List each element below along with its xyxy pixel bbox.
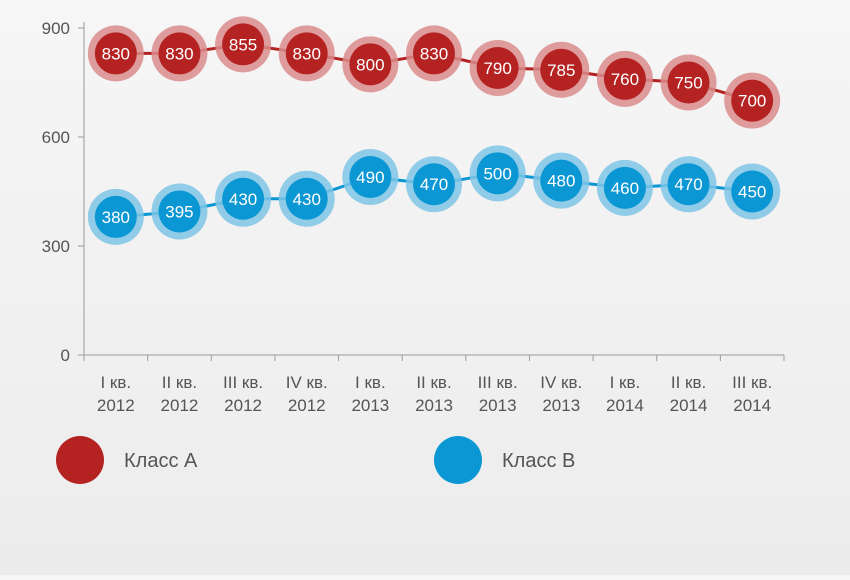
y-tick-label: 900: [42, 19, 70, 38]
data-point: 790: [469, 39, 526, 96]
data-point-marker: [667, 61, 710, 104]
data-point-marker: [476, 152, 519, 195]
data-point-marker: [285, 177, 328, 220]
series-1: 830 830 855 830 800 830 790 785 760 750 700: [87, 16, 781, 129]
data-point: 395: [151, 183, 208, 240]
y-axis-ticks: 0 300 600 900: [42, 19, 84, 365]
data-point-marker: [413, 163, 455, 206]
data-point-marker: [476, 46, 519, 89]
series-2: 380 395 430 430 490 470 500 480 460 470 450: [87, 145, 781, 245]
x-axis-ticks: I кв. 2012 II кв. 2012 III кв. 2012 IV кв. 2012…: [83, 355, 785, 415]
data-label: 785: [547, 61, 575, 80]
data-label: 450: [738, 183, 766, 202]
data-point: 460: [596, 159, 653, 216]
x-tick-label: II кв. 2014: [670, 373, 708, 415]
y-tick-label: 300: [42, 237, 70, 256]
data-point: 430: [215, 170, 272, 227]
data-point-marker: [731, 79, 774, 122]
data-point-marker: [603, 57, 646, 100]
data-point: 470: [406, 156, 462, 213]
data-point-marker: [94, 32, 137, 75]
data-point: 470: [660, 156, 717, 213]
data-point: 830: [151, 25, 208, 82]
data-point: 500: [469, 145, 526, 202]
data-point-marker: [349, 155, 392, 198]
data-point: 490: [342, 148, 399, 205]
data-point-marker: [349, 43, 392, 86]
data-label: 790: [483, 59, 511, 78]
legend-item: Класс A: [56, 436, 198, 484]
data-point: 450: [724, 163, 781, 220]
legend-label: Класс B: [502, 450, 575, 472]
data-label: 500: [483, 164, 511, 183]
data-point-marker: [667, 163, 710, 206]
data-label: 760: [611, 70, 639, 89]
data-label: 470: [420, 175, 448, 194]
data-label: 830: [293, 44, 321, 63]
data-label: 430: [229, 190, 257, 209]
data-label: 395: [165, 202, 193, 221]
legend: Класс A Класс B: [56, 436, 575, 484]
data-label: 830: [420, 44, 448, 63]
data-label: 800: [356, 55, 384, 74]
data-point-marker: [603, 166, 646, 209]
data-point: 830: [87, 25, 144, 82]
data-point-marker: [285, 32, 328, 75]
data-point: 785: [533, 41, 590, 98]
data-point-marker: [731, 170, 774, 213]
y-tick-label: 600: [42, 128, 70, 147]
data-label: 750: [674, 74, 702, 93]
data-point: 855: [215, 16, 272, 73]
legend-label: Класс A: [124, 450, 198, 472]
x-tick-label: III кв. 2013: [478, 373, 518, 415]
data-point: 700: [724, 72, 781, 129]
data-point-marker: [94, 195, 137, 238]
data-label: 480: [547, 172, 575, 191]
data-point-marker: [222, 177, 265, 220]
data-label: 490: [356, 168, 384, 187]
data-point: 750: [660, 54, 717, 111]
x-tick-label: II кв. 2012: [161, 373, 199, 415]
data-label: 460: [611, 179, 639, 198]
data-label: 830: [165, 44, 193, 63]
data-point: 830: [278, 25, 335, 82]
data-point-marker: [158, 32, 201, 75]
data-point: 800: [342, 36, 399, 93]
data-point-marker: [222, 23, 265, 66]
data-point-marker: [413, 32, 455, 75]
data-point-marker: [540, 159, 583, 202]
data-label: 430: [293, 190, 321, 209]
data-label: 700: [738, 92, 766, 111]
data-point-marker: [540, 48, 583, 91]
legend-marker: [434, 436, 482, 484]
x-tick-label: IV кв. 2012: [286, 373, 328, 415]
y-tick-label: 0: [61, 346, 70, 365]
axes: [83, 22, 784, 356]
data-label: 380: [102, 208, 130, 227]
legend-marker: [56, 436, 104, 484]
data-label: 470: [674, 175, 702, 194]
x-tick-label: II кв. 2013: [415, 373, 453, 415]
x-tick-label: I кв. 2013: [351, 373, 389, 415]
series-layer: 830 830 855 830 800 830 790 785 760 750 700 380 395 4…: [87, 16, 781, 245]
x-tick-label: III кв. 2012: [223, 373, 263, 415]
x-tick-label: I кв. 2012: [97, 373, 135, 415]
data-point: 480: [533, 152, 590, 209]
data-point: 760: [596, 50, 653, 107]
legend-item: Класс B: [434, 436, 575, 484]
data-label: 830: [102, 44, 130, 63]
data-point: 430: [278, 170, 335, 227]
data-label: 855: [229, 35, 257, 54]
x-tick-label: I кв. 2014: [606, 373, 644, 415]
x-tick-label: IV кв. 2013: [540, 373, 582, 415]
data-point: 830: [406, 25, 462, 82]
data-point-marker: [158, 190, 201, 233]
data-point: 380: [87, 188, 144, 245]
x-tick-label: III кв. 2014: [732, 373, 772, 415]
